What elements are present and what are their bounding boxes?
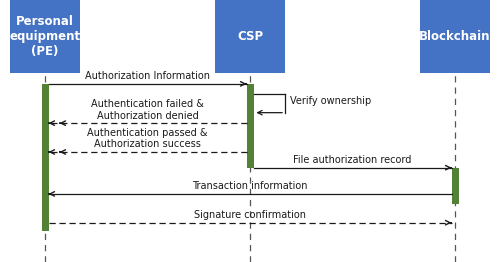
- Text: Authorization Information: Authorization Information: [85, 71, 210, 81]
- Text: Personal
equipment
(PE): Personal equipment (PE): [10, 15, 81, 58]
- Text: Signature confirmation: Signature confirmation: [194, 210, 306, 220]
- FancyBboxPatch shape: [215, 0, 285, 73]
- Bar: [452, 168, 458, 204]
- Text: Transaction information: Transaction information: [192, 181, 308, 191]
- Text: Verify ownership: Verify ownership: [290, 96, 371, 106]
- Text: Authentication failed &
Authorization denied: Authentication failed & Authorization de…: [91, 99, 204, 121]
- Text: CSP: CSP: [237, 30, 263, 43]
- Text: File authorization record: File authorization record: [294, 155, 412, 165]
- Bar: [42, 84, 48, 231]
- FancyBboxPatch shape: [420, 0, 490, 73]
- Bar: [246, 84, 254, 168]
- Text: Authentication passed &
Authorization success: Authentication passed & Authorization su…: [88, 128, 208, 149]
- FancyBboxPatch shape: [10, 0, 80, 73]
- Text: Blockchain: Blockchain: [419, 30, 491, 43]
